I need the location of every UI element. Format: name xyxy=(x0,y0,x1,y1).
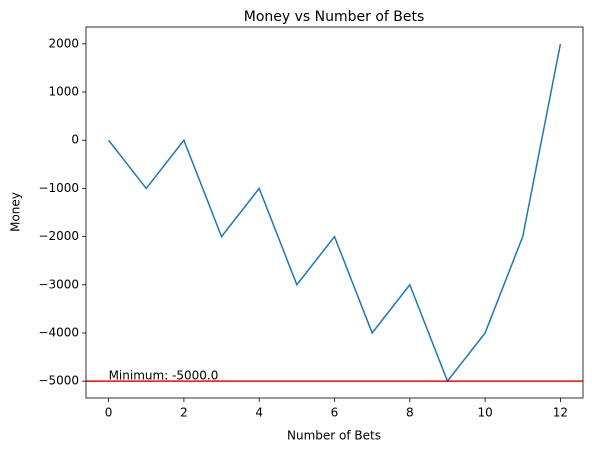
chart-title: Money vs Number of Bets xyxy=(244,9,425,25)
x-tick-label: 4 xyxy=(255,406,263,420)
x-tick-label: 12 xyxy=(553,406,568,420)
annotation: Minimum: -5000.0 xyxy=(109,369,219,383)
y-tick-label: −1000 xyxy=(38,181,79,195)
y-tick-label: −5000 xyxy=(38,374,79,388)
x-tick-label: 6 xyxy=(331,406,339,420)
y-tick-label: 1000 xyxy=(48,85,79,99)
y-tick-label: 2000 xyxy=(48,36,79,50)
plot-frame xyxy=(85,26,584,399)
line xyxy=(108,43,562,383)
x-tick-label: 2 xyxy=(180,406,188,420)
x-tick-label: 10 xyxy=(477,406,492,420)
x-axis-label: Number of Bets xyxy=(287,429,381,443)
y-tick-label: −3000 xyxy=(38,277,79,291)
x-tick-label: 8 xyxy=(406,406,414,420)
y-tick-label: −4000 xyxy=(38,325,79,339)
y-tick-label: −2000 xyxy=(38,229,79,243)
y-axis-label: Money xyxy=(9,192,23,232)
x-tick-label: 0 xyxy=(105,406,113,420)
y-tick-label: 0 xyxy=(71,133,79,147)
